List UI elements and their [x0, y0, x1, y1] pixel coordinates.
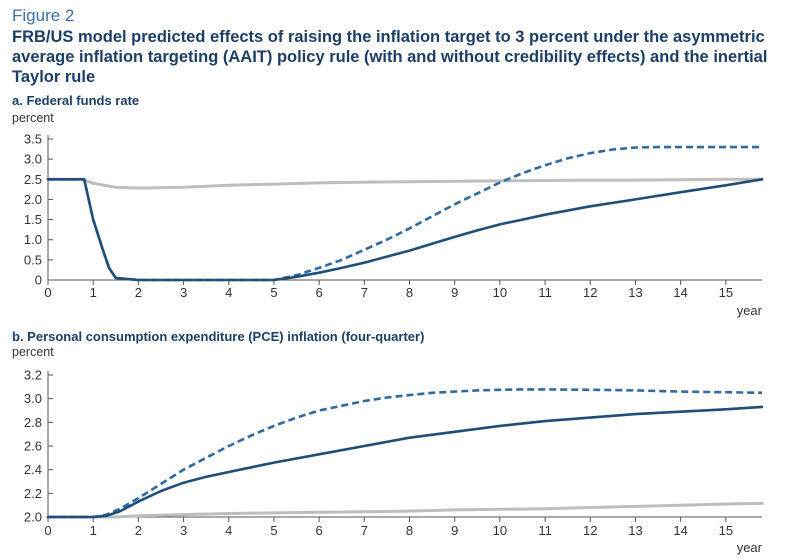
panel-b-y-tick-label: 2.6: [24, 439, 42, 454]
panel-a-x-tick-label: 9: [451, 285, 458, 300]
panel-a-y-tick-label: 3.5: [24, 132, 42, 147]
panel-a-x-tick-label: 3: [180, 285, 187, 300]
panel-b-x-tick-label: 10: [493, 523, 507, 538]
panel-b-x-tick-label: 14: [673, 523, 687, 538]
panel-b-title: b. Personal consumption expenditure (PCE…: [12, 329, 425, 344]
figure-title: FRB/US model predicted effects of raisin…: [12, 28, 768, 86]
panel-b-x-tick-label: 13: [628, 523, 642, 538]
panel-a-x-axis-label: year: [737, 303, 763, 318]
panel-a-series-solid: [46, 178, 764, 282]
panel-b-x-tick-label: 3: [180, 523, 187, 538]
panel-b-series-gray: [46, 501, 764, 519]
panel-b-series-dashed: [48, 388, 763, 519]
panel-b-y-tick-label: 2.2: [24, 486, 42, 501]
panel-a-y-tick-label: 0.5: [24, 252, 42, 267]
panel-a-x-tick-label: 4: [225, 285, 232, 300]
panel-b-series-solid: [46, 405, 764, 519]
panel-a-y-tick-label: 1.5: [24, 212, 42, 227]
panel-b-x-tick-label: 7: [361, 523, 368, 538]
panel-b-x-tick-label: 6: [316, 523, 323, 538]
panel-a-x-tick-label: 14: [673, 285, 687, 300]
panel-a-y-tick-label: 1.0: [24, 232, 42, 247]
panel-a-x-tick-label: 6: [316, 285, 323, 300]
panel-a-x-tick-label: 12: [583, 285, 597, 300]
panel-a-x-tick-label: 13: [628, 285, 642, 300]
panel-a-y-tick-label: 0: [35, 273, 42, 288]
panel-b-x-tick-label: 9: [451, 523, 458, 538]
panel-a-y-tick-label: 3.0: [24, 152, 42, 167]
panel-a-series-dashed: [48, 145, 762, 282]
panel-a-series-gray: [46, 177, 764, 190]
panel-a-x-tick-label: 2: [135, 285, 142, 300]
panel-b-x-tick-label: 1: [90, 523, 97, 538]
panel-b-x-tick-label: 5: [270, 523, 277, 538]
panel-a-x-tick-label: 10: [493, 285, 507, 300]
panel-b-x-tick-label: 4: [225, 523, 232, 538]
panel-b-x-axis-label: year: [737, 540, 763, 555]
panel-a-x-tick-label: 7: [361, 285, 368, 300]
panel-a-x-tick-label: 1: [90, 285, 97, 300]
panel-b-y-tick-label: 2.4: [24, 462, 42, 477]
panel-a-x-tick-label: 15: [719, 285, 733, 300]
panel-b-x-tick-label: 8: [406, 523, 413, 538]
panel-b-y-tick-label: 2.0: [24, 510, 42, 525]
panel-b-x-tick-label: 15: [719, 523, 733, 538]
panel-b-x-tick-label: 2: [135, 523, 142, 538]
panel-a-ylabel: percent: [12, 111, 54, 125]
panel-b-chart: 2.02.22.42.62.83.03.20 1 2 3 4 5 6 7 8 9 10 11 12 13 1…: [24, 368, 764, 555]
panel-b-y-tick-label: 2.8: [24, 415, 42, 430]
panel-a-x-tick-label: 5: [270, 285, 277, 300]
figure-label: Figure 2: [12, 6, 75, 25]
panel-a-x-tick-label: 11: [538, 285, 552, 300]
panel-a-y-tick-label: 2.5: [24, 172, 42, 187]
panel-b-y-tick-label: 3.2: [24, 368, 42, 383]
panel-a-title: a. Federal funds rate: [12, 93, 140, 108]
panel-b-ylabel: percent: [12, 345, 54, 359]
panel-b-x-tick-label: 0: [44, 523, 51, 538]
panel-a-x-tick-label: 0: [44, 285, 51, 300]
panel-a-chart: 00.51.01.52.02.53.03.50 1 2 3 4 5 6 7 8 9 10 11 12 13…: [24, 132, 764, 318]
panel-a-x-tick-label: 8: [406, 285, 413, 300]
panel-b-x-tick-label: 12: [583, 523, 597, 538]
panel-b-y-tick-label: 3.0: [24, 391, 42, 406]
panel-a-y-tick-label: 2.0: [24, 192, 42, 207]
panel-b-x-tick-label: 11: [538, 523, 552, 538]
